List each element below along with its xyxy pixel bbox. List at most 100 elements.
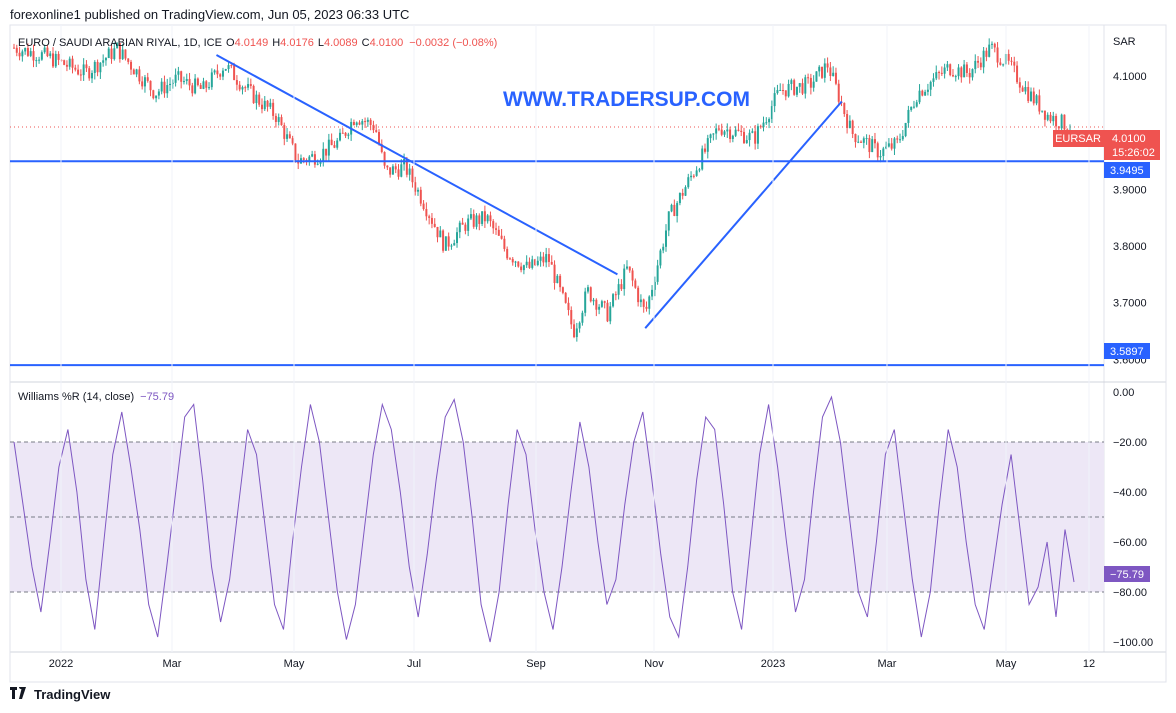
candle-body bbox=[280, 117, 283, 126]
candle bbox=[199, 82, 202, 90]
candle bbox=[648, 295, 651, 315]
candle bbox=[589, 286, 592, 303]
candle-body bbox=[447, 236, 450, 247]
candle bbox=[458, 220, 461, 239]
candle bbox=[837, 79, 840, 106]
candle bbox=[272, 99, 275, 120]
candle bbox=[531, 255, 534, 270]
candle bbox=[1013, 56, 1016, 73]
wr-tick-label: 0.00 bbox=[1113, 387, 1134, 399]
candle bbox=[1018, 77, 1021, 94]
candle-body bbox=[642, 299, 645, 307]
candle bbox=[762, 116, 765, 132]
candle-body bbox=[904, 122, 907, 137]
last-price: 4.0100 bbox=[1112, 133, 1146, 145]
candle-body bbox=[701, 148, 704, 170]
candle-body bbox=[787, 83, 790, 97]
candle-body bbox=[692, 175, 695, 177]
candle-body bbox=[709, 134, 712, 139]
candle-body bbox=[531, 259, 534, 268]
candle-body bbox=[419, 189, 422, 204]
candle bbox=[439, 226, 442, 238]
candle-body bbox=[185, 78, 188, 82]
candle-body bbox=[706, 138, 709, 152]
candle-body bbox=[954, 76, 957, 78]
candle bbox=[943, 63, 946, 79]
candle bbox=[904, 122, 907, 138]
candle-body bbox=[316, 163, 319, 165]
candle-body bbox=[726, 129, 729, 132]
candle bbox=[249, 78, 252, 89]
candle-body bbox=[26, 47, 29, 56]
candle-body bbox=[32, 51, 35, 61]
candle bbox=[453, 239, 456, 246]
candle-body bbox=[149, 80, 152, 91]
candle-body bbox=[1046, 114, 1049, 120]
last-price-tag-bg bbox=[1104, 130, 1160, 160]
candle bbox=[506, 246, 509, 261]
candle-body bbox=[570, 310, 573, 325]
candle-body bbox=[386, 165, 389, 168]
candle-body bbox=[241, 87, 244, 90]
candle-body bbox=[885, 146, 888, 149]
candle bbox=[174, 68, 177, 87]
candle bbox=[550, 255, 553, 265]
candle-body bbox=[118, 43, 121, 60]
candle-body bbox=[503, 238, 506, 249]
candle bbox=[127, 58, 130, 65]
candle bbox=[740, 125, 743, 137]
candle-body bbox=[823, 63, 826, 78]
candle bbox=[612, 293, 615, 308]
candle-body bbox=[375, 130, 378, 133]
candle-body bbox=[999, 62, 1002, 65]
candle-body bbox=[478, 215, 481, 224]
candle-body bbox=[525, 261, 528, 266]
candle-body bbox=[542, 256, 545, 263]
candle-body bbox=[358, 122, 361, 125]
candle bbox=[547, 248, 550, 267]
x-tick-label: May bbox=[284, 658, 305, 670]
candle-body bbox=[1038, 95, 1041, 112]
candle-body bbox=[698, 169, 701, 171]
candle bbox=[247, 77, 250, 91]
candle bbox=[901, 129, 904, 141]
candle bbox=[143, 74, 146, 93]
candle bbox=[818, 65, 821, 77]
candle-body bbox=[687, 177, 690, 188]
candle bbox=[46, 45, 49, 58]
candle-body bbox=[712, 133, 715, 135]
candle bbox=[603, 300, 606, 309]
candle-body bbox=[107, 48, 110, 58]
chart-title: EURO / SAUDI ARABIAN RIYAL, 1D, ICE bbox=[18, 37, 222, 49]
candle-body bbox=[135, 69, 138, 75]
candle-body bbox=[224, 69, 227, 71]
candle-body bbox=[684, 187, 687, 196]
candle bbox=[784, 90, 787, 101]
candle bbox=[1021, 85, 1024, 92]
candle-body bbox=[957, 67, 960, 77]
candle-body bbox=[990, 43, 993, 45]
candle bbox=[375, 124, 378, 133]
candle bbox=[662, 243, 665, 254]
candle-body bbox=[517, 261, 520, 267]
candle-body bbox=[389, 167, 392, 175]
candle-body bbox=[1016, 65, 1019, 83]
candle-body bbox=[252, 85, 255, 104]
candle-body bbox=[915, 102, 918, 107]
candle bbox=[352, 119, 355, 126]
symbol-tag: EURSAR bbox=[1055, 133, 1101, 145]
candle bbox=[690, 171, 693, 181]
candle-body bbox=[862, 138, 865, 143]
candle-body bbox=[912, 106, 915, 108]
candle-body bbox=[439, 230, 442, 238]
candle bbox=[456, 227, 459, 248]
candle-body bbox=[550, 261, 553, 265]
candle-body bbox=[553, 264, 556, 283]
candle bbox=[600, 299, 603, 308]
candle bbox=[49, 51, 52, 59]
candle bbox=[65, 60, 68, 72]
candle-body bbox=[848, 120, 851, 128]
candle-body bbox=[879, 156, 882, 158]
candle-body bbox=[754, 131, 757, 144]
